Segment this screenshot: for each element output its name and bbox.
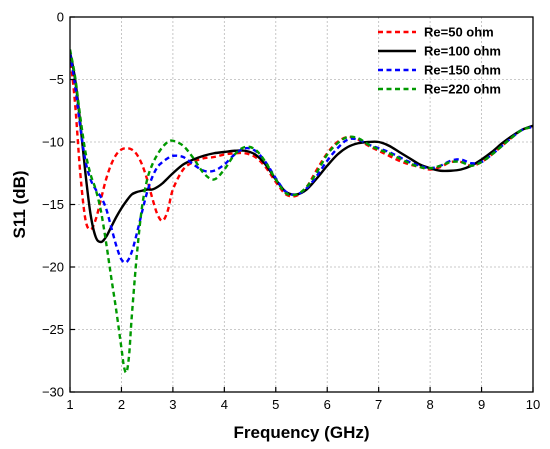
y-tick-label: −5 <box>49 72 64 87</box>
y-tick-label: −15 <box>42 197 64 212</box>
axes: 1 2 3 4 5 6 7 8 9 10 0 −5 −10 −15 −20 −25 −30 <box>42 10 540 413</box>
x-tick-label: 9 <box>478 397 485 412</box>
y-tick-label: 0 <box>57 10 64 25</box>
legend-label: Re=100 ohm <box>424 44 501 59</box>
x-tick-label: 1 <box>66 397 73 412</box>
y-axis-title: S11 (dB) <box>10 170 29 238</box>
series-line-4 <box>70 49 533 374</box>
y-tick-label: −10 <box>42 135 64 150</box>
x-tick-label: 10 <box>526 397 540 412</box>
y-tick-label: −30 <box>42 385 64 400</box>
x-tick-label: 4 <box>221 397 228 412</box>
x-tick-label: 6 <box>324 397 331 412</box>
x-tick-label: 8 <box>426 397 433 412</box>
legend: Re=50 ohm Re=100 ohm Re=150 ohm Re=220 ohm <box>378 25 501 97</box>
legend-label: Re=50 ohm <box>424 25 494 40</box>
plot-area <box>70 49 533 374</box>
y-tick-label: −25 <box>42 322 64 337</box>
x-tick-label: 7 <box>375 397 382 412</box>
x-tick-label: 3 <box>169 397 176 412</box>
x-tick-label: 2 <box>118 397 125 412</box>
legend-label: Re=150 ohm <box>424 63 501 78</box>
grid <box>70 17 533 392</box>
x-axis-title: Frequency (GHz) <box>233 423 369 442</box>
x-tick-label: 5 <box>272 397 279 412</box>
legend-label: Re=220 ohm <box>424 82 501 97</box>
series-line-2 <box>70 51 533 244</box>
y-tick-label: −20 <box>42 260 64 275</box>
